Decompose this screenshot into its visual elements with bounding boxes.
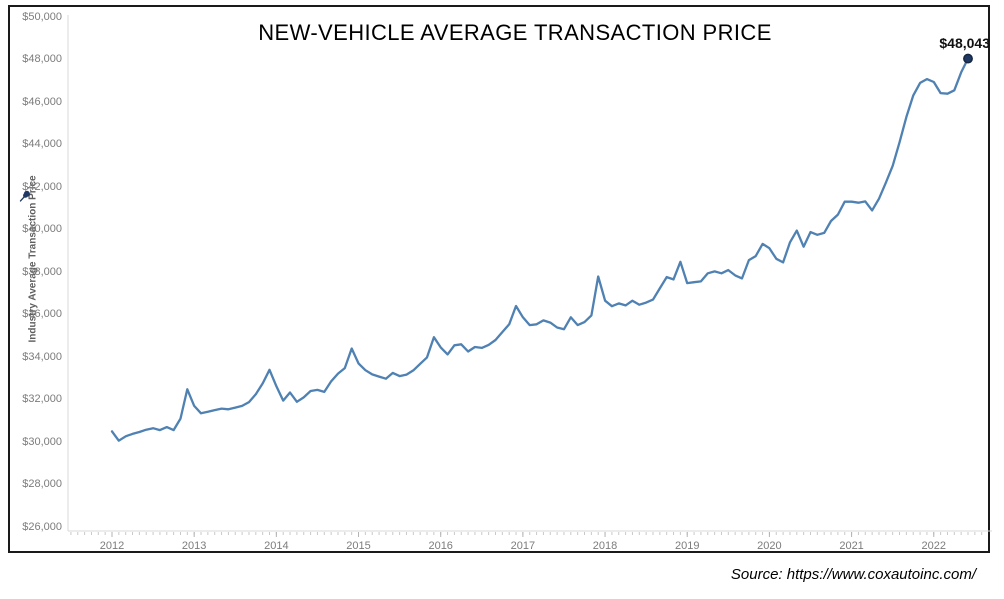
y-tick-label: $50,000 <box>22 10 62 23</box>
y-tick-label: $38,000 <box>22 265 62 278</box>
y-tick-label: $40,000 <box>22 223 62 235</box>
y-tick-label: $42,000 <box>22 180 62 193</box>
y-tick-label: $48,000 <box>22 53 62 65</box>
y-tick-label: $34,000 <box>22 350 62 363</box>
x-tick-label: 2022 <box>921 540 946 552</box>
y-tick-label: $36,000 <box>22 308 62 320</box>
pin-icon[interactable] <box>17 189 32 204</box>
y-tick-label: $26,000 <box>22 520 62 533</box>
y-tick-label: $44,000 <box>22 138 62 150</box>
source-caption: Source: https://www.coxautoinc.com/ <box>730 566 976 583</box>
x-tick-label: 2020 <box>757 540 782 552</box>
chart-title: NEW-VEHICLE AVERAGE TRANSACTION PRICE <box>258 20 772 45</box>
last-point-value-label: $48,043 <box>939 35 990 51</box>
x-tick-label: 2016 <box>428 540 453 552</box>
y-tick-label: $28,000 <box>22 478 62 490</box>
y-tick-label: $46,000 <box>22 95 62 108</box>
x-tick-label: 2014 <box>264 540 289 552</box>
x-tick-label: 2021 <box>839 540 864 552</box>
chart-frame <box>8 5 990 553</box>
y-tick-label: $32,000 <box>22 393 62 405</box>
x-tick-label: 2012 <box>99 540 125 552</box>
x-tick-label: 2015 <box>346 540 371 552</box>
price-line[interactable] <box>110 57 970 442</box>
x-tick-label: 2017 <box>510 540 536 552</box>
y-tick-label: $30,000 <box>22 435 62 448</box>
x-tick-label: 2018 <box>592 540 618 552</box>
last-point-marker[interactable] <box>963 53 973 64</box>
x-tick-label: 2019 <box>674 540 700 552</box>
x-tick-label: 2013 <box>181 540 207 552</box>
